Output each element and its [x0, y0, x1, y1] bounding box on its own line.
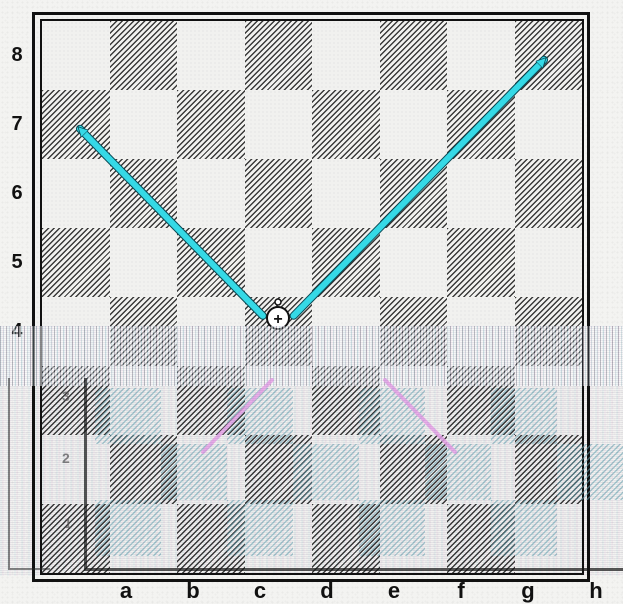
square-e3[interactable]: [312, 366, 380, 435]
square-h6[interactable]: [514, 159, 582, 228]
square-f1[interactable]: [379, 504, 447, 573]
rank-label-8: 8: [11, 43, 23, 66]
square-d3[interactable]: [244, 366, 312, 435]
board-inner-frame: [40, 19, 584, 575]
square-h5[interactable]: [514, 228, 582, 297]
ghost-rank-label-3: 3: [62, 388, 70, 404]
file-label-d: d: [320, 578, 334, 603]
ghost-rank-label-1: 1: [64, 515, 72, 531]
square-c6[interactable]: [177, 159, 245, 228]
square-a6[interactable]: [42, 159, 110, 228]
square-c3[interactable]: [177, 366, 245, 435]
square-e6[interactable]: [312, 159, 380, 228]
square-h8[interactable]: [514, 21, 582, 90]
file-label-c: c: [253, 578, 267, 603]
square-d7[interactable]: [244, 90, 312, 159]
square-b3[interactable]: [109, 366, 177, 435]
square-c8[interactable]: [177, 21, 245, 90]
square-b7[interactable]: [109, 90, 177, 159]
square-g6[interactable]: [447, 159, 515, 228]
square-a4[interactable]: [42, 297, 110, 366]
square-f3[interactable]: [379, 366, 447, 435]
square-d5[interactable]: [244, 228, 312, 297]
square-b4[interactable]: [109, 297, 177, 366]
file-label-b: b: [186, 578, 200, 603]
pawn-symbol: +: [273, 311, 282, 328]
square-h3[interactable]: [514, 366, 582, 435]
square-b8[interactable]: [109, 21, 177, 90]
square-f7[interactable]: [379, 90, 447, 159]
file-label-a: a: [119, 578, 133, 603]
square-b5[interactable]: [109, 228, 177, 297]
rank-label-5: 5: [11, 250, 23, 273]
square-h4[interactable]: [514, 297, 582, 366]
square-g5[interactable]: [447, 228, 515, 297]
rank-label-4: 4: [11, 319, 23, 342]
rank-label-6: 6: [11, 181, 23, 204]
file-label-f: f: [457, 578, 465, 603]
file-label-h: h: [589, 578, 603, 603]
ghost-rank-label-2: 2: [62, 450, 70, 466]
square-b2[interactable]: [109, 435, 177, 504]
square-a1[interactable]: [42, 504, 110, 573]
square-d8[interactable]: [244, 21, 312, 90]
square-f8[interactable]: [379, 21, 447, 90]
square-h2[interactable]: [514, 435, 582, 504]
square-e1[interactable]: [312, 504, 380, 573]
square-c2[interactable]: [177, 435, 245, 504]
file-label-g: g: [521, 578, 535, 603]
square-g8[interactable]: [447, 21, 515, 90]
square-a8[interactable]: [42, 21, 110, 90]
square-b1[interactable]: [109, 504, 177, 573]
arrow-d4-h8: [290, 56, 548, 319]
square-f4[interactable]: [379, 297, 447, 366]
square-c7[interactable]: [177, 90, 245, 159]
square-f2[interactable]: [379, 435, 447, 504]
square-g4[interactable]: [447, 297, 515, 366]
square-e4[interactable]: [312, 297, 380, 366]
square-c1[interactable]: [177, 504, 245, 573]
rank-label-7: 7: [11, 112, 23, 135]
pawn-plus-icon: +: [266, 298, 290, 330]
file-label-e: e: [387, 578, 401, 603]
square-e7[interactable]: [312, 90, 380, 159]
square-c4[interactable]: [177, 297, 245, 366]
square-g3[interactable]: [447, 366, 515, 435]
square-g1[interactable]: [447, 504, 515, 573]
board-outer-frame: [32, 12, 590, 582]
square-d1[interactable]: [244, 504, 312, 573]
square-a3[interactable]: [42, 366, 110, 435]
square-d2[interactable]: [244, 435, 312, 504]
square-a2[interactable]: [42, 435, 110, 504]
arrow-d4-a7: [76, 125, 266, 319]
square-a5[interactable]: [42, 228, 110, 297]
square-f5[interactable]: [379, 228, 447, 297]
square-g2[interactable]: [447, 435, 515, 504]
pawn-piece[interactable]: +: [262, 298, 294, 332]
square-e2[interactable]: [312, 435, 380, 504]
square-e8[interactable]: [312, 21, 380, 90]
square-h7[interactable]: [514, 90, 582, 159]
square-d6[interactable]: [244, 159, 312, 228]
square-h1[interactable]: [514, 504, 582, 573]
